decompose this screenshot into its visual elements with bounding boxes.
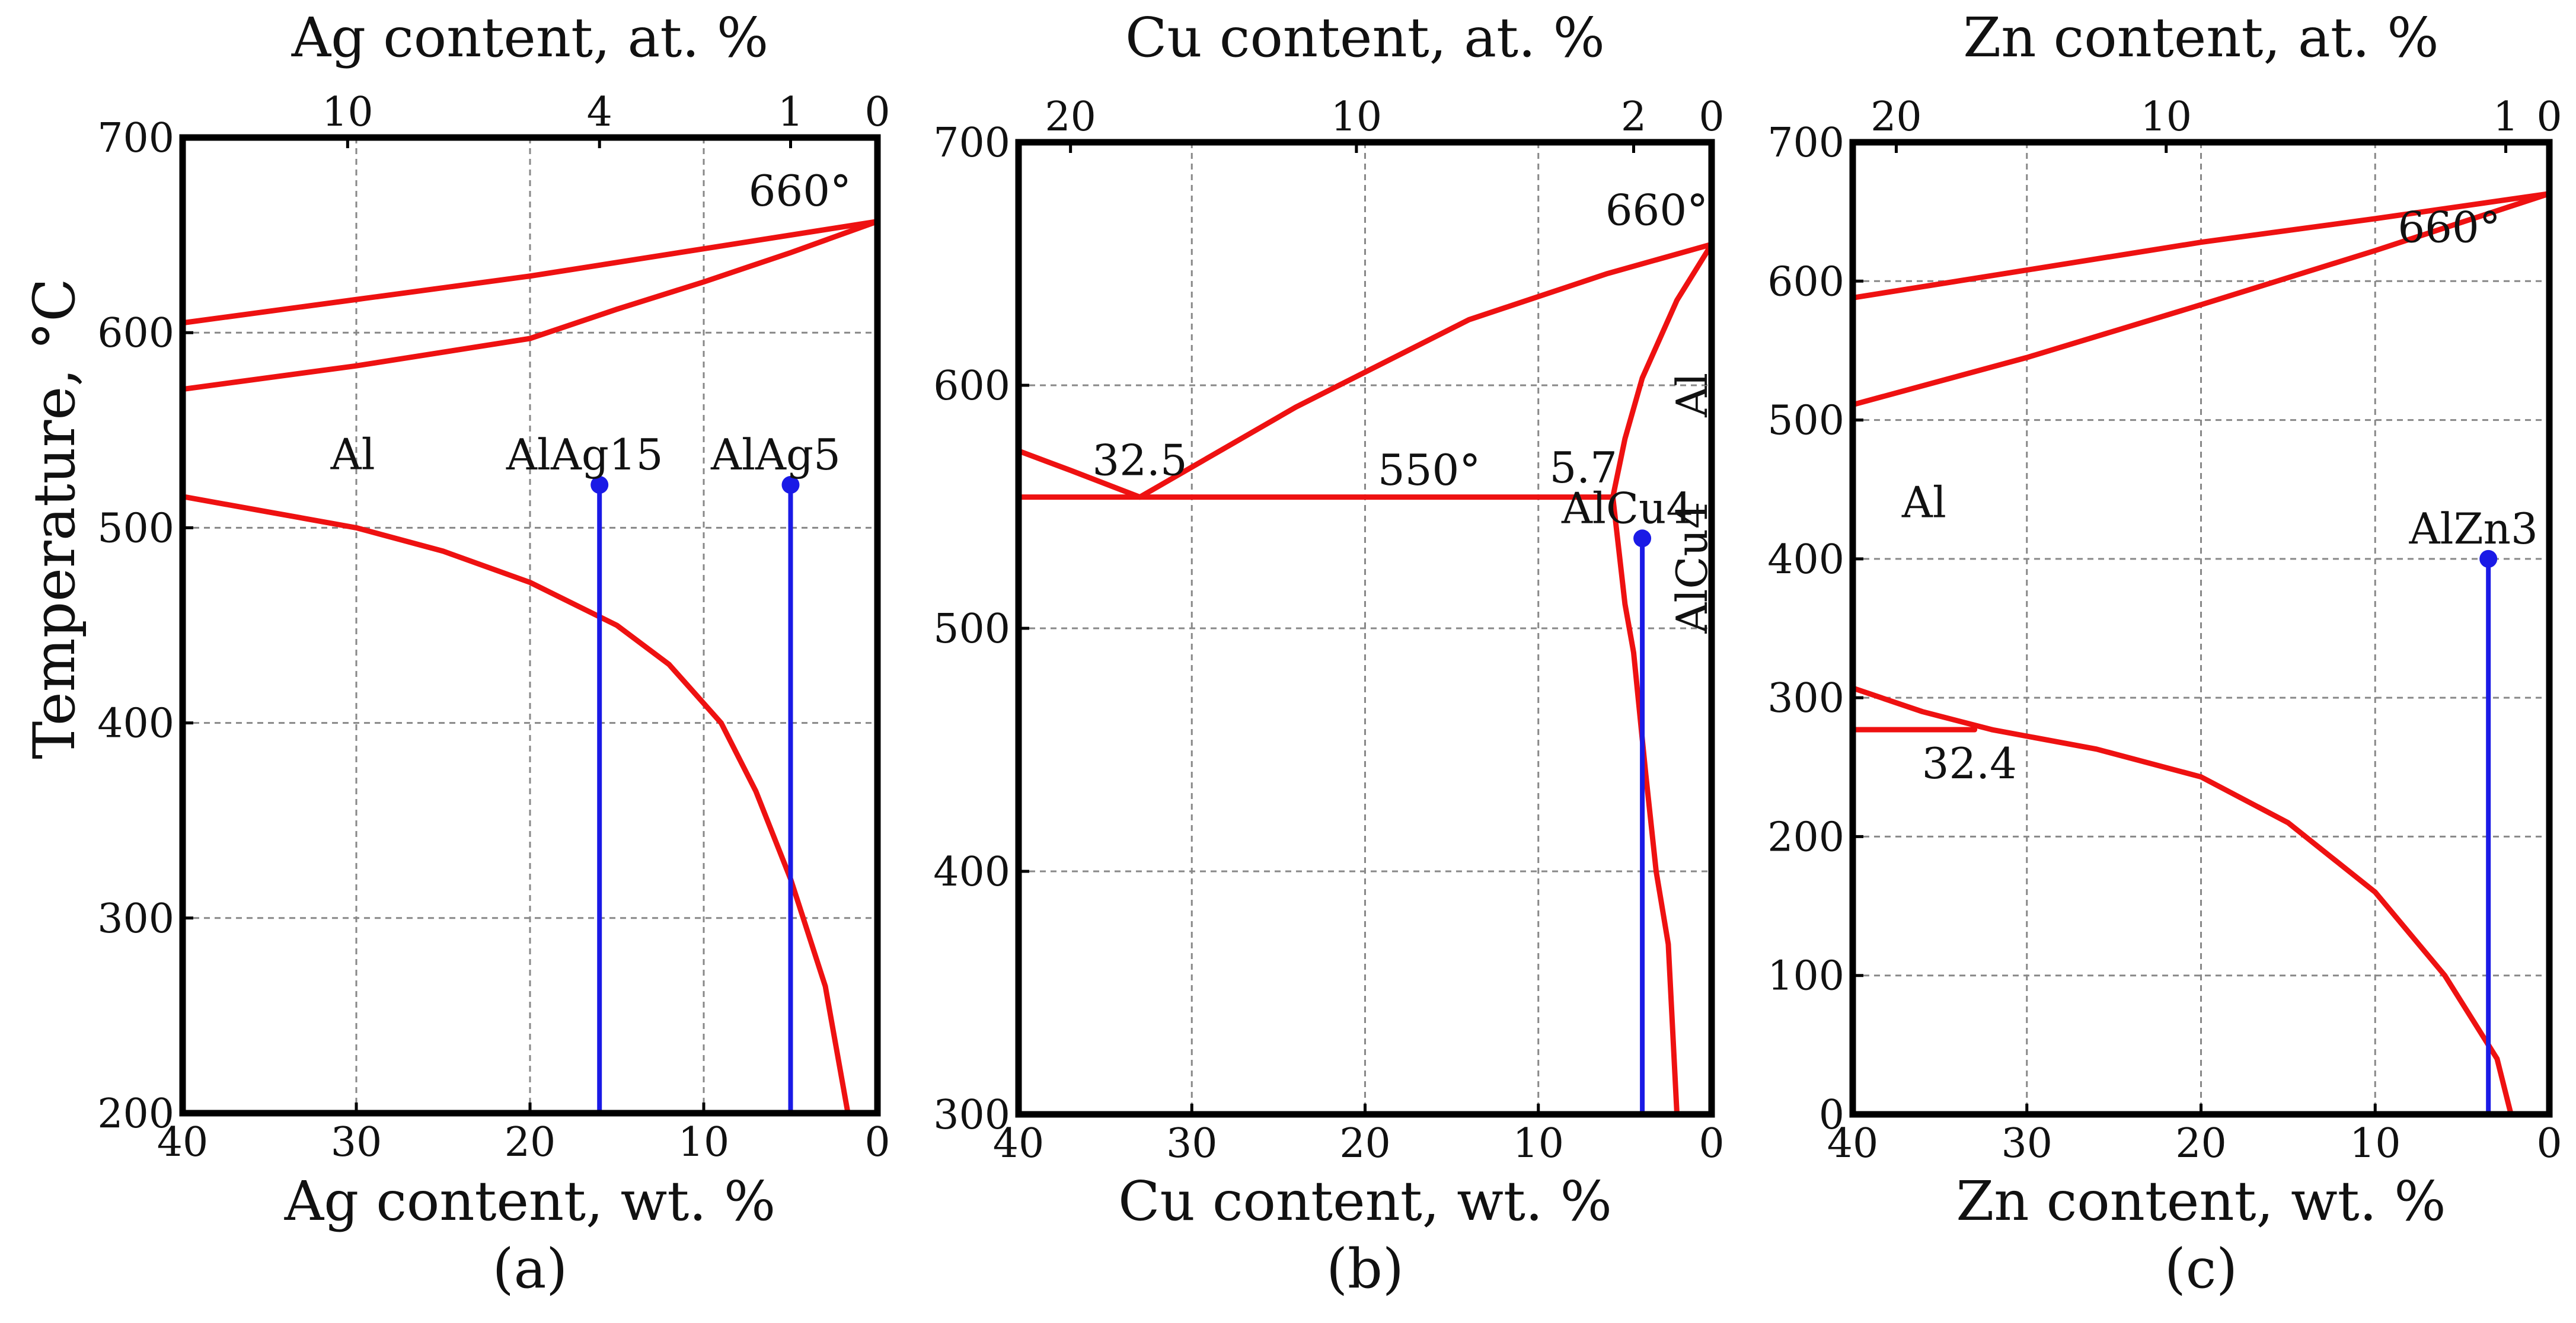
phase-curve-hypereutectic-liquidus (1016, 448, 1143, 500)
top-tick-label: 10 (322, 89, 374, 136)
top-tick-label: 0 (2536, 94, 2562, 140)
top-tick-label: 1 (2493, 94, 2518, 140)
y-tick-label: 400 (97, 701, 174, 747)
y-tick-label: 500 (933, 606, 1010, 653)
y-tick-label: 200 (97, 1091, 174, 1137)
composition-label: AlCu4 (1561, 483, 1693, 533)
x-tick-label: 0 (2536, 1120, 2562, 1167)
composition-label: AlAg15 (506, 430, 663, 480)
x-tick-label: 10 (1512, 1120, 1564, 1167)
composition-point (2479, 549, 2498, 568)
y-tick-label: 400 (1767, 536, 1844, 583)
top-tick-label: 0 (1699, 94, 1724, 140)
y-tick-label: 600 (933, 363, 1010, 410)
x-axis-title: Zn content, wt. % (1956, 1169, 2446, 1233)
y-tick-label: 500 (1767, 398, 1844, 445)
panel-label: (a) (493, 1237, 568, 1300)
composition-point (590, 475, 609, 494)
phase-curve-solvus (180, 494, 851, 1116)
top-axis-title: Cu content, at. % (1125, 6, 1605, 69)
top-tick-label: 10 (1331, 94, 1383, 140)
y-tick-label: 400 (933, 849, 1010, 896)
top-tick-label: 20 (1870, 94, 1922, 140)
top-axis-title: Zn content, at. % (1963, 6, 2438, 69)
top-axis-title: Ag content, at. % (291, 6, 769, 69)
phase-curve-solvus (1610, 494, 1680, 1117)
top-tick-label: 20 (1045, 94, 1096, 140)
x-tick-label: 40 (993, 1120, 1045, 1167)
annotation-label: Al (1901, 478, 1946, 528)
plot-frame (179, 134, 881, 1117)
top-tick-label: 2 (1621, 94, 1646, 140)
x-tick-label: 40 (157, 1119, 209, 1166)
annotation-label: 660° (2398, 203, 2500, 253)
x-tick-label: 20 (1339, 1120, 1391, 1167)
x-tick-label: 20 (505, 1119, 556, 1166)
x-axis-title: Ag content, wt. % (284, 1169, 776, 1233)
phase-curve-solidus (180, 219, 880, 392)
top-tick-label: 4 (587, 89, 612, 136)
y-tick-label: 700 (933, 120, 1010, 167)
composition-point (781, 475, 800, 494)
x-tick-label: 0 (1699, 1120, 1724, 1167)
phase-curve-liquidus (180, 219, 880, 326)
x-tick-label: 20 (2175, 1120, 2227, 1167)
x-tick-label: 30 (331, 1119, 382, 1166)
x-axis-title: Cu content, wt. % (1118, 1169, 1612, 1233)
annotation-label: 32.5 (1092, 436, 1187, 485)
phase-curve-solvus (1989, 727, 2514, 1117)
y-tick-label: 200 (1767, 814, 1844, 861)
annotation-label: AlCu4 (1667, 501, 1717, 634)
y-tick-label: 300 (1767, 675, 1844, 722)
panel-label: (b) (1326, 1237, 1404, 1300)
x-tick-label: 10 (2350, 1120, 2401, 1167)
x-tick-label: 0 (864, 1119, 890, 1166)
panel-label: (c) (2165, 1237, 2237, 1300)
top-tick-label: 0 (864, 89, 890, 136)
composition-label: AlAg5 (710, 430, 841, 480)
composition-point (1633, 529, 1652, 548)
annotation-label: 660° (749, 166, 851, 216)
y-tick-label: 0 (1819, 1092, 1844, 1139)
y-tick-label: 700 (1767, 120, 1844, 167)
y-tick-label: 300 (97, 896, 174, 942)
annotation-label: Al (330, 430, 375, 480)
phase-curve-liquidus (1850, 191, 2552, 301)
annotation-label: 5.7 (1549, 443, 1617, 493)
annotation-label: 550° (1378, 445, 1480, 495)
x-tick-label: 40 (1827, 1120, 1879, 1167)
x-tick-label: 10 (678, 1119, 730, 1166)
phase-curve-solidus (1610, 241, 1715, 500)
top-tick-label: 1 (778, 89, 803, 136)
annotation-label: 32.4 (1922, 739, 2017, 788)
y-tick-label: 600 (1767, 258, 1844, 305)
y-tick-label: 100 (1767, 953, 1844, 1000)
phase-curve-upper-solvus (1850, 685, 1995, 733)
composition-label: AlZn3 (2409, 504, 2538, 554)
x-tick-label: 30 (1166, 1120, 1218, 1167)
annotation-label: 660° (1605, 185, 1708, 235)
phase-curve-solidus (1850, 191, 2552, 408)
phase-curve-liquidus (1137, 241, 1715, 500)
y-tick-label: 300 (933, 1092, 1010, 1139)
x-tick-label: 30 (2001, 1120, 2052, 1167)
y-tick-label: 700 (97, 115, 174, 162)
annotation-label: Al (1667, 373, 1717, 418)
y-tick-label: 500 (97, 505, 174, 552)
top-tick-label: 10 (2140, 94, 2192, 140)
y-tick-label: 600 (97, 310, 174, 357)
y-axis-label: Temperature, °C (21, 278, 88, 759)
